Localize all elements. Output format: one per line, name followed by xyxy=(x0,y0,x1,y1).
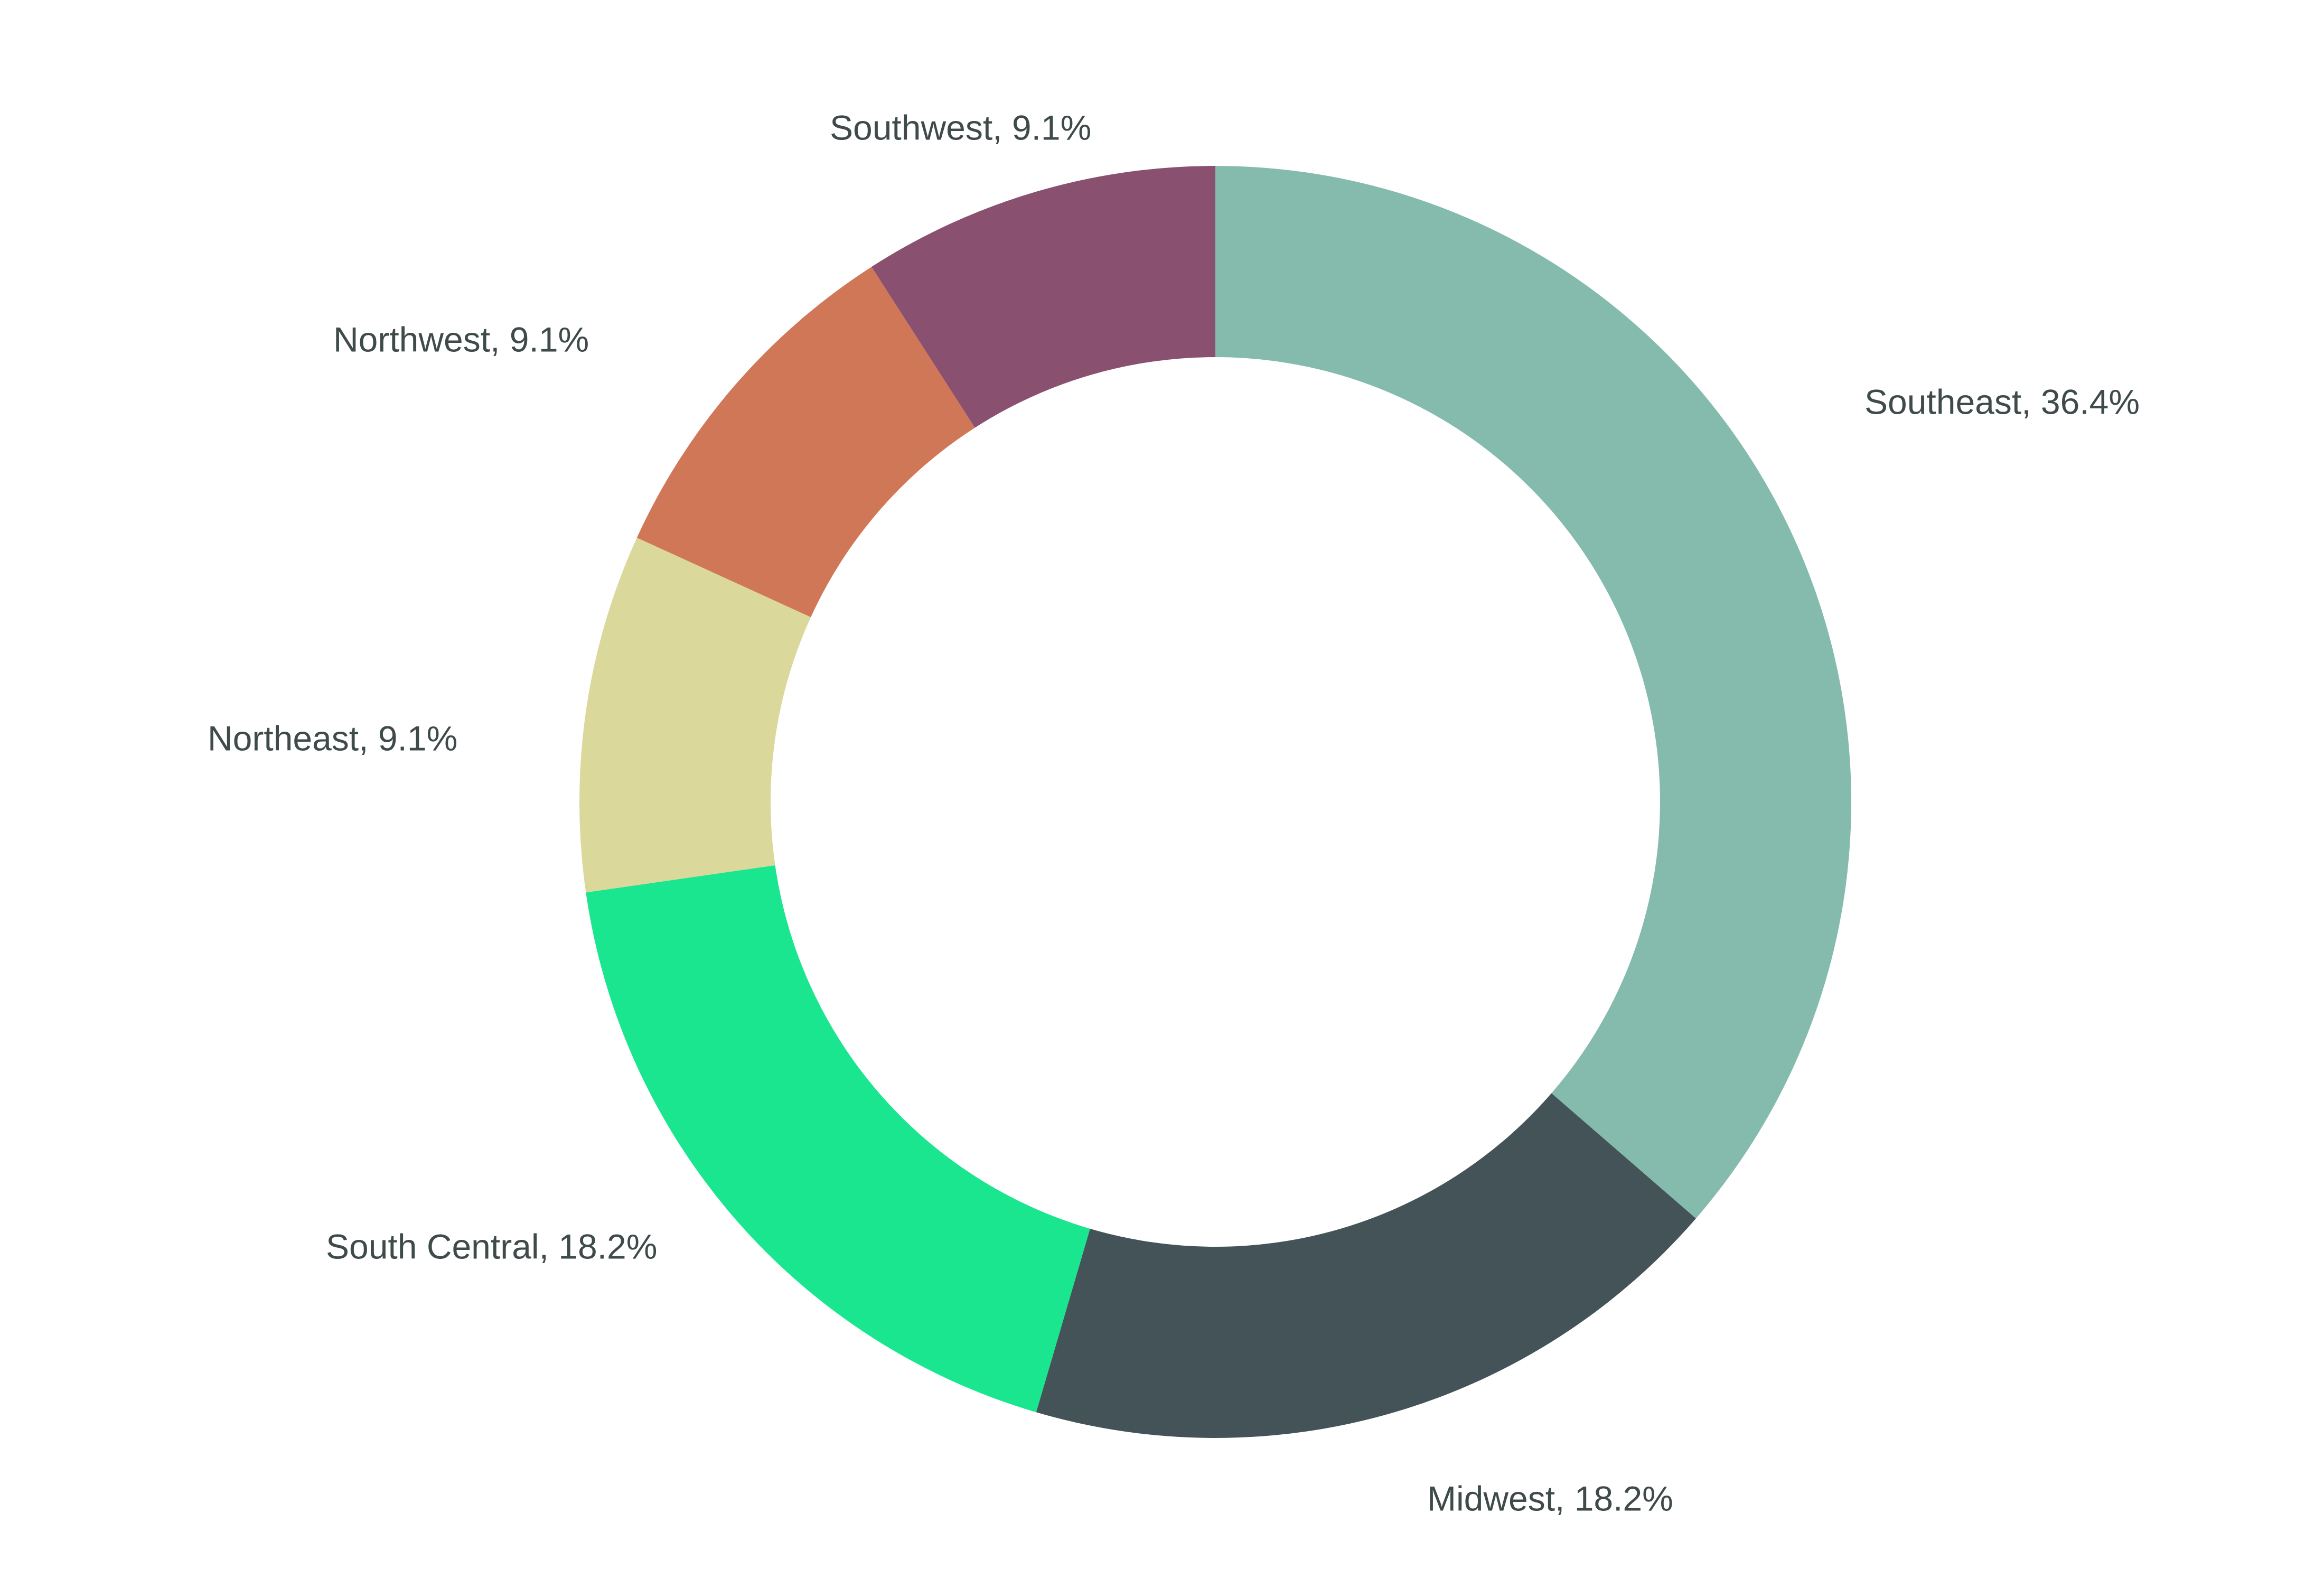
slice-northwest xyxy=(636,267,975,618)
slice-southwest xyxy=(872,166,1215,428)
slice-midwest xyxy=(1036,1093,1696,1438)
label-northwest: Northwest, 9.1% xyxy=(333,320,589,359)
label-southeast: Southeast, 36.4% xyxy=(1864,382,2140,421)
label-northeast: Northeast, 9.1% xyxy=(208,718,457,758)
labels: Southeast, 36.4% Midwest, 18.2% South Cent… xyxy=(208,108,2140,1518)
label-south-central: South Central, 18.2% xyxy=(326,1227,657,1266)
slices xyxy=(579,166,1852,1438)
label-midwest: Midwest, 18.2% xyxy=(1427,1479,1673,1518)
slice-northeast xyxy=(579,537,811,893)
slice-south-central xyxy=(586,865,1090,1413)
label-southwest: Southwest, 9.1% xyxy=(830,108,1091,147)
slice-southeast xyxy=(1215,166,1852,1219)
